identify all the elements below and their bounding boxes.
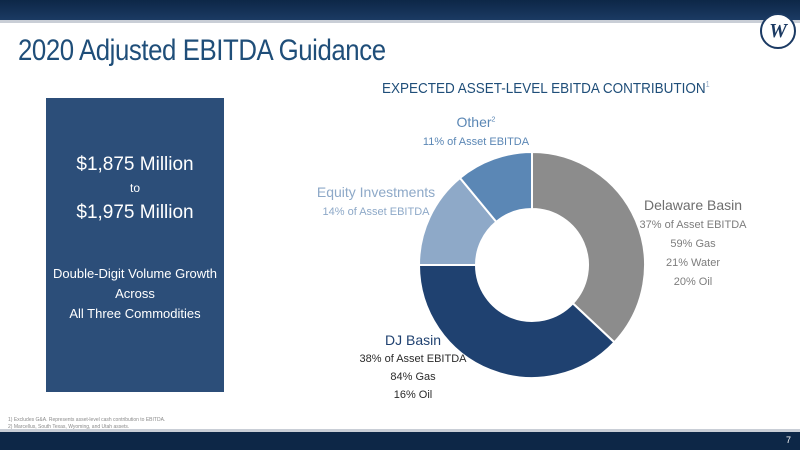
label-delaware-oil: 20% Oil: [673, 276, 713, 288]
label-equity-name: Equity Investments: [316, 184, 436, 200]
guidance-desc-3: All Three Commodities: [69, 306, 201, 321]
guidance-desc-2: Across: [115, 286, 155, 301]
donut-slices: [417, 150, 646, 379]
label-dj-pct: 38% of Asset EBITDA: [359, 353, 467, 365]
footnote-1: 1) Excludes G&A. Represents asset-level …: [8, 417, 166, 423]
label-other-name-text: Other: [456, 114, 492, 130]
label-other-pct: 11% of Asset EBITDA: [422, 136, 530, 148]
label-dj-gas: 84% Gas: [390, 371, 436, 383]
footnotes: 1) Excludes G&A. Represents asset-level …: [8, 417, 165, 431]
label-delaware-name: Delaware Basin: [643, 197, 743, 213]
label-equity-pct: 14% of Asset EBITDA: [322, 206, 430, 218]
guidance-box: $1,875 Million to $1,975 Million Double-…: [46, 98, 224, 392]
label-delaware-gas: 59% Gas: [670, 238, 716, 250]
guidance-connector: to: [129, 181, 140, 195]
bottom-banner: [0, 432, 800, 450]
slice-delaware-basin: [531, 150, 646, 344]
footnote-2: 2) Marcellus, South Texas, Wyoming, and …: [8, 424, 130, 430]
company-logo: W: [760, 13, 796, 49]
guidance-desc-1: Double-Digit Volume Growth: [52, 266, 218, 281]
label-delaware-pct: 37% of Asset EBITDA: [639, 219, 747, 231]
label-dj-oil: 16% Oil: [393, 389, 433, 401]
guidance-high: $1,975 Million: [76, 202, 194, 223]
slice-dj-basin: [417, 264, 616, 379]
logo-letter: W: [769, 19, 787, 42]
slice-other: [458, 150, 533, 224]
label-other-name: Other2: [423, 114, 529, 130]
chart-title-footnote: 1: [705, 80, 710, 89]
top-banner: [0, 0, 800, 20]
label-equity: Equity Investments 14% of Asset EBITDA: [317, 184, 435, 218]
top-divider: [0, 20, 800, 23]
label-delaware: Delaware Basin 37% of Asset EBITDA 59% G…: [640, 197, 747, 288]
chart-title: EXPECTED ASSET-LEVEL EBITDA CONTRIBUTION…: [382, 80, 710, 97]
label-dj: DJ Basin 38% of Asset EBITDA 84% Gas 16%…: [360, 332, 467, 401]
label-other: Other2 11% of Asset EBITDA: [423, 114, 529, 148]
page-title: 2020 Adjusted EBITDA Guidance: [18, 34, 386, 67]
guidance-low: $1,875 Million: [76, 154, 194, 175]
label-other-footnote: 2: [491, 116, 496, 124]
page-number: 7: [786, 435, 792, 445]
chart-title-text: EXPECTED ASSET-LEVEL EBITDA CONTRIBUTION: [382, 80, 706, 97]
label-delaware-water: 21% Water: [665, 257, 720, 269]
bottom-divider: [0, 429, 800, 432]
label-dj-name: DJ Basin: [384, 332, 442, 348]
